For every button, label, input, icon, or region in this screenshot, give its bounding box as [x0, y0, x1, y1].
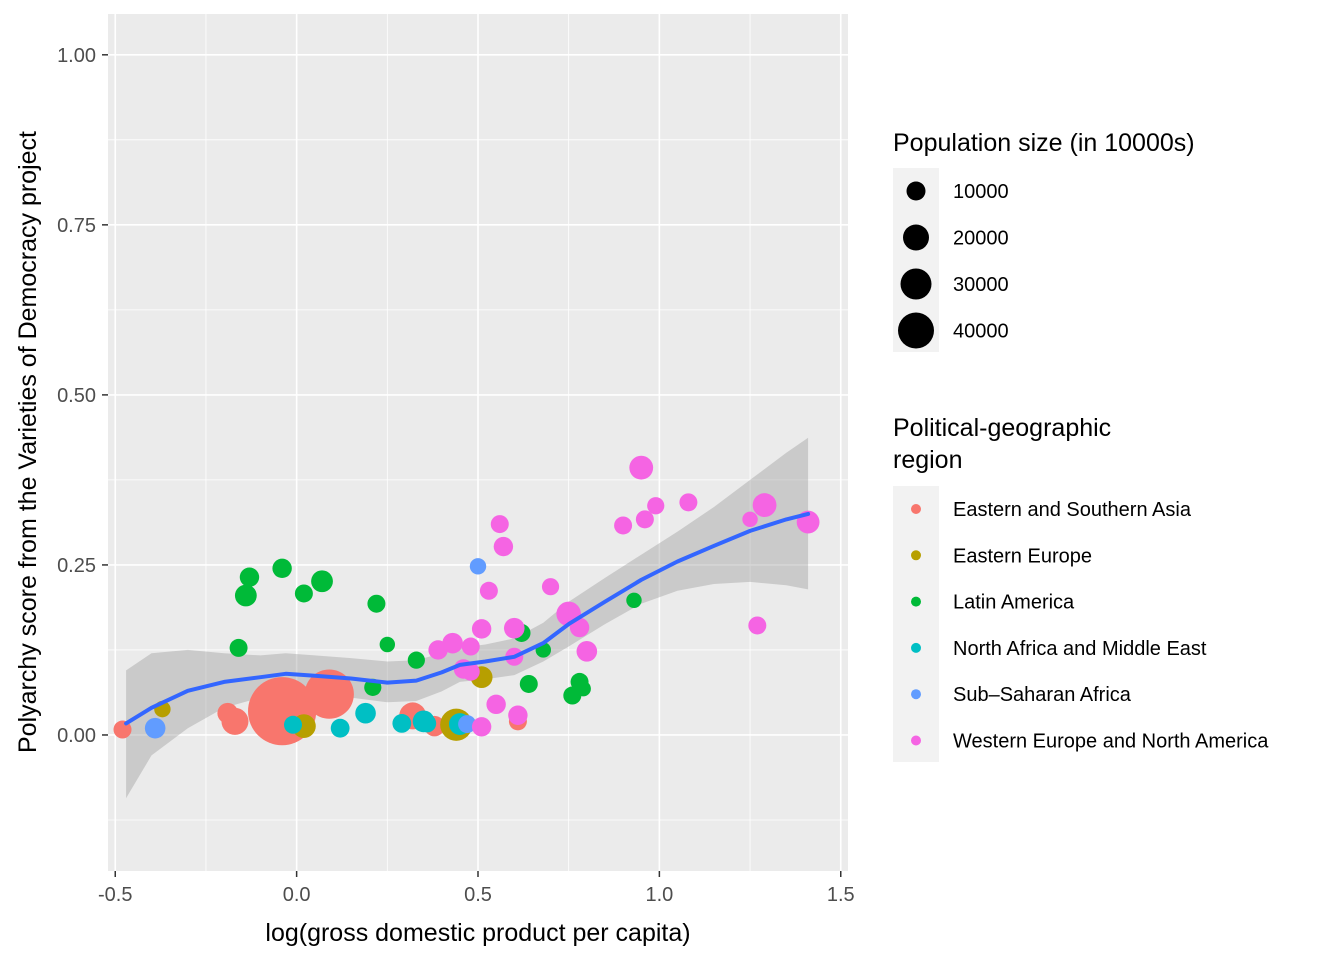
data-point [461, 637, 480, 656]
data-point [490, 515, 509, 534]
size-legend-label: 30000 [953, 274, 1009, 296]
data-point [541, 578, 560, 596]
data-point [626, 592, 642, 608]
data-point [304, 669, 354, 719]
data-point [234, 584, 257, 607]
data-point [239, 567, 260, 587]
data-point [355, 702, 376, 724]
data-point [461, 662, 480, 681]
x-tick-label: 1.5 [827, 884, 855, 906]
data-point [576, 641, 598, 662]
size-legend-key [903, 224, 929, 251]
color-legend-label: Western Europe and North America [953, 731, 1269, 753]
data-point [144, 717, 166, 739]
data-point [479, 581, 498, 600]
size-legend-title: Population size (in 10000s) [893, 129, 1195, 157]
data-point [442, 632, 463, 654]
data-point [748, 616, 767, 635]
x-axis-title: log(gross domestic product per capita) [265, 919, 690, 947]
size-legend-label: 40000 [953, 321, 1009, 343]
color-legend: Political-geographic region Eastern and … [893, 414, 1269, 762]
color-legend-label: Latin America [953, 592, 1075, 614]
size-legend-key [900, 268, 932, 300]
data-point [635, 510, 654, 529]
data-point [418, 714, 437, 733]
data-point [469, 558, 487, 575]
data-point [742, 511, 758, 528]
color-legend-key [911, 596, 921, 607]
y-tick-label: 0.25 [57, 555, 96, 577]
color-legend-key [911, 689, 921, 700]
size-legend-label: 20000 [953, 228, 1009, 250]
data-point [229, 638, 248, 657]
data-point [294, 584, 313, 603]
data-point [503, 617, 525, 639]
y-axis-title: Polyarchy score from the Varieties of De… [14, 131, 42, 753]
data-point [392, 714, 412, 733]
x-tick-label: 0.5 [464, 884, 492, 906]
size-legend-key [906, 181, 926, 201]
data-point [614, 516, 633, 535]
size-legend: Population size (in 10000s) 10000 20000 30… [893, 129, 1195, 352]
data-point [458, 715, 477, 734]
data-point [379, 636, 396, 653]
color-legend-key [911, 642, 921, 653]
y-tick-label: 0.00 [57, 725, 96, 747]
color-legend-label: North Africa and Middle East [953, 638, 1207, 660]
color-legend-label: Sub–Saharan Africa [953, 684, 1132, 706]
data-point [752, 493, 777, 517]
color-legend-title-line1: Political-geographic [893, 414, 1111, 442]
y-tick-label: 1.00 [57, 45, 96, 67]
color-legend-title-line2: region [893, 446, 963, 474]
color-legend-label: Eastern and Southern Asia [953, 499, 1192, 521]
smooth-line [124, 511, 811, 726]
data-point [284, 715, 302, 734]
data-point [493, 536, 514, 557]
y-tick-label: 0.75 [57, 215, 96, 237]
data-point [519, 674, 538, 693]
size-legend-label: 10000 [953, 181, 1009, 203]
data-point [367, 594, 386, 613]
color-legend-key [911, 550, 921, 561]
x-tick-label: -0.5 [98, 884, 132, 906]
points-layer [113, 455, 820, 746]
data-point [575, 681, 591, 697]
data-point [330, 718, 350, 738]
color-legend-key [911, 735, 921, 746]
x-tick-label: 0.0 [283, 884, 311, 906]
data-point [508, 705, 528, 725]
data-point [217, 702, 239, 724]
data-point [647, 497, 665, 515]
color-legend-key-background [893, 486, 939, 762]
data-point [471, 619, 492, 639]
color-legend-key [911, 504, 921, 514]
data-point [272, 558, 292, 579]
data-point [679, 493, 698, 512]
data-point [471, 717, 492, 737]
data-point [407, 651, 425, 669]
x-tick-label: 1.0 [645, 884, 673, 906]
y-tick-label: 0.50 [57, 385, 96, 407]
data-point [311, 570, 333, 593]
size-legend-key [898, 312, 934, 349]
smooth-line-layer [124, 511, 811, 726]
data-point [486, 694, 506, 715]
x-axis-ticks: -0.5 0.0 0.5 1.0 1.5 [98, 871, 855, 906]
data-point [629, 455, 654, 480]
color-legend-label: Eastern Europe [953, 545, 1092, 567]
y-axis-ticks: 0.00 0.25 0.50 0.75 1.00 [57, 45, 108, 747]
